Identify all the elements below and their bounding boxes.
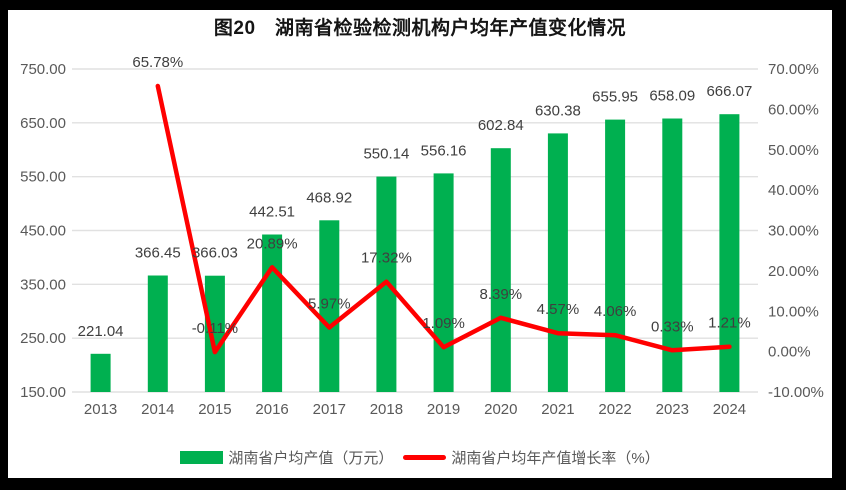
x-axis-label: 2017 (313, 401, 346, 418)
x-axis-label: 2021 (541, 401, 574, 418)
bar-value-label: 221.04 (78, 323, 124, 340)
left-axis-tick: 350.00 (20, 276, 66, 293)
x-axis-label: 2024 (713, 401, 746, 418)
bar-value-label: 366.03 (192, 245, 238, 262)
bar-series-swatch (180, 450, 224, 464)
x-axis-label: 2019 (427, 401, 460, 418)
bar-value-label: 602.84 (478, 117, 524, 134)
line-value-label: 5.97% (308, 296, 351, 313)
line-value-label: -0.11% (192, 320, 238, 337)
bar-value-label: 630.38 (535, 102, 581, 119)
bar (605, 119, 626, 392)
chart-title: 图20 湖南省检验检测机构户均年产值变化情况 (213, 18, 627, 39)
growth-line (155, 83, 732, 355)
bar (147, 275, 168, 392)
right-axis-tick: 60.00% (768, 101, 819, 118)
right-axis-tick: 40.00% (768, 182, 819, 199)
left-axis-tick: 650.00 (20, 115, 66, 132)
right-axis-tick: -10.00% (768, 384, 824, 401)
right-axis-tick: 30.00% (768, 223, 819, 240)
x-axis-label: 2015 (198, 401, 231, 418)
bar-value-label: 556.16 (421, 142, 467, 159)
bar-value-label: 666.07 (706, 83, 752, 100)
bar-value-label: 442.51 (249, 204, 295, 221)
right-axis-tick: 10.00% (768, 303, 819, 320)
line-value-label: 4.06% (594, 303, 637, 320)
left-axis-tick: 250.00 (20, 330, 66, 347)
x-axis-label: 2020 (484, 401, 517, 418)
line-value-label: 8.39% (480, 286, 523, 303)
x-axis-label: 2023 (656, 401, 689, 418)
line-value-label: 1.21% (708, 315, 751, 332)
x-axis-label: 2013 (84, 401, 117, 418)
bar (719, 114, 740, 392)
legend-item-bar-series: 湖南省户均产值（万元） (180, 447, 393, 468)
legend-item-line-series: 湖南省户均年产值增长率（%） (403, 447, 660, 468)
left-axis-tick: 550.00 (20, 169, 66, 186)
line-value-label: 65.78% (132, 54, 183, 71)
bar (547, 133, 568, 392)
bar-value-label: 658.09 (649, 88, 695, 105)
legend: 湖南省户均产值（万元） 湖南省户均年产值增长率（%） (8, 444, 832, 470)
x-axis-label: 2018 (370, 401, 403, 418)
line-value-label: 4.57% (537, 301, 580, 318)
line-value-label: 20.89% (247, 235, 298, 252)
left-axis-tick: 750.00 (20, 61, 66, 78)
right-axis-tick: 70.00% (768, 61, 819, 78)
legend-label-bar-series: 湖南省户均产值（万元） (228, 449, 394, 467)
left-axis-tick: 450.00 (20, 223, 66, 240)
right-axis-tick: 50.00% (768, 142, 819, 159)
bar-value-label: 550.14 (363, 146, 409, 163)
bar (319, 220, 340, 392)
bar (662, 118, 683, 392)
line-series-swatch (403, 454, 447, 460)
bar-value-label: 366.45 (135, 245, 181, 262)
line-value-label: 1.09% (422, 315, 465, 332)
x-axis-label: 2016 (255, 401, 288, 418)
bar (262, 234, 283, 392)
bar (433, 173, 454, 392)
bar (204, 275, 225, 392)
bar-value-label: 655.95 (592, 89, 638, 106)
legend-label-line-series: 湖南省户均年产值增长率（%） (451, 449, 660, 467)
line-value-label: 0.33% (651, 318, 694, 335)
x-axis-label: 2014 (141, 401, 174, 418)
chart-panel (8, 10, 832, 478)
right-axis-tick: 20.00% (768, 263, 819, 280)
left-axis-tick: 150.00 (20, 384, 66, 401)
bar (90, 353, 111, 392)
bar (490, 148, 511, 392)
x-axis-label: 2022 (598, 401, 631, 418)
right-axis-tick: 0.00% (768, 344, 811, 361)
line-value-label: 17.32% (361, 250, 412, 267)
bar-value-label: 468.92 (306, 189, 352, 206)
